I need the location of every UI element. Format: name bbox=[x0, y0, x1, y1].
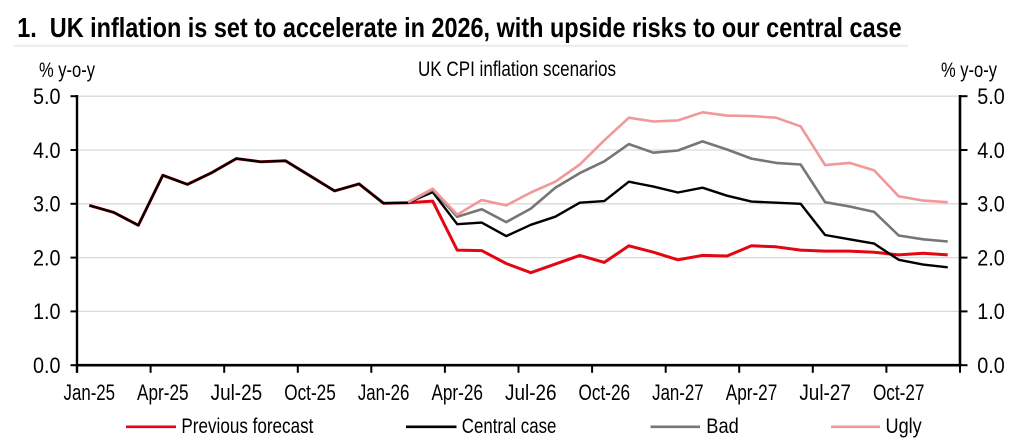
svg-text:Apr-27: Apr-27 bbox=[726, 380, 778, 405]
svg-text:3.0: 3.0 bbox=[33, 192, 61, 217]
svg-text:Central case: Central case bbox=[462, 415, 557, 438]
svg-text:Oct-27: Oct-27 bbox=[873, 380, 925, 405]
svg-text:1.0: 1.0 bbox=[977, 299, 1005, 324]
svg-text:2.0: 2.0 bbox=[33, 245, 61, 270]
svg-text:Jul-26: Jul-26 bbox=[505, 380, 557, 405]
svg-text:UK CPI inflation scenarios: UK CPI inflation scenarios bbox=[418, 58, 616, 81]
svg-text:0.0: 0.0 bbox=[33, 353, 61, 378]
svg-text:Jan-26: Jan-26 bbox=[358, 380, 410, 405]
svg-text:% y-o-y: % y-o-y bbox=[39, 59, 95, 82]
svg-text:Jul-27: Jul-27 bbox=[799, 380, 851, 405]
svg-text:Jan-25: Jan-25 bbox=[64, 380, 116, 405]
svg-text:4.0: 4.0 bbox=[33, 138, 61, 163]
svg-text:% y-o-y: % y-o-y bbox=[941, 59, 997, 82]
svg-text:Oct-25: Oct-25 bbox=[284, 380, 336, 405]
svg-text:Bad: Bad bbox=[706, 415, 739, 438]
svg-text:3.0: 3.0 bbox=[977, 192, 1005, 217]
svg-text:0.0: 0.0 bbox=[977, 353, 1005, 378]
svg-text:Jul-25: Jul-25 bbox=[211, 380, 263, 405]
svg-text:1. UK inflation is set to acc: 1. UK inflation is set to accelerate in … bbox=[17, 12, 902, 43]
svg-text:Previous forecast: Previous forecast bbox=[181, 415, 313, 438]
svg-text:5.0: 5.0 bbox=[977, 84, 1005, 109]
svg-text:Apr-25: Apr-25 bbox=[137, 380, 189, 405]
svg-text:5.0: 5.0 bbox=[33, 84, 61, 109]
svg-text:2.0: 2.0 bbox=[977, 245, 1005, 270]
svg-text:Jan-27: Jan-27 bbox=[652, 380, 704, 405]
svg-text:Ugly: Ugly bbox=[886, 415, 923, 438]
svg-text:Apr-26: Apr-26 bbox=[431, 380, 483, 405]
svg-text:4.0: 4.0 bbox=[977, 138, 1005, 163]
svg-text:1.0: 1.0 bbox=[33, 299, 61, 324]
svg-text:Oct-26: Oct-26 bbox=[579, 380, 631, 405]
